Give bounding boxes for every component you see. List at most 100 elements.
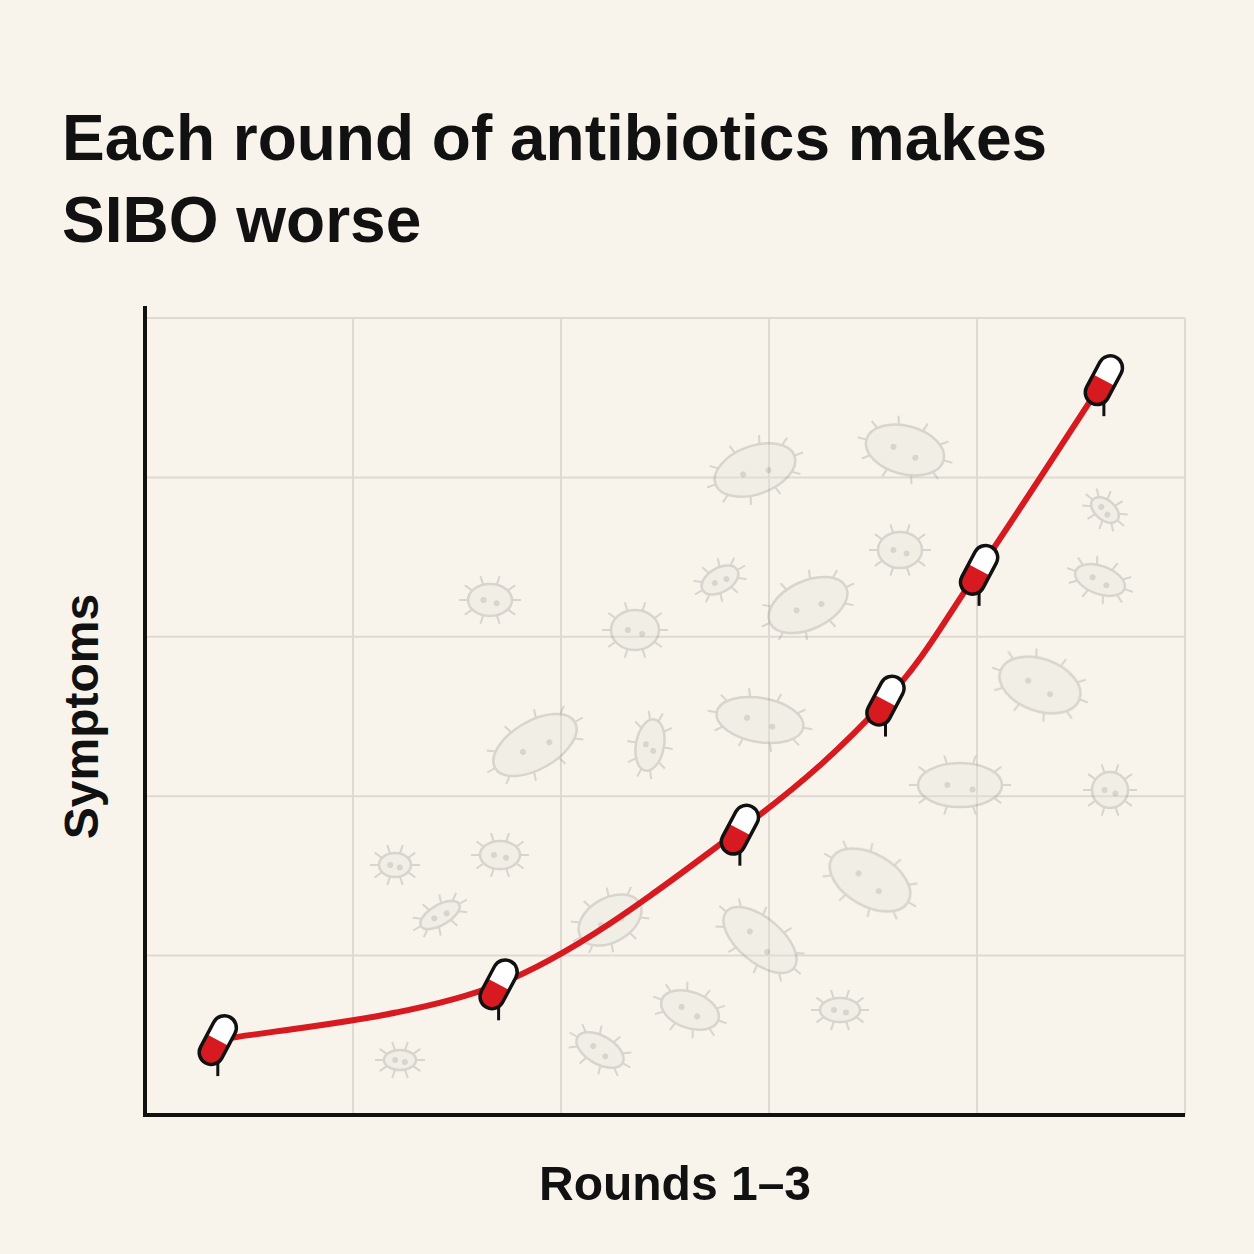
grid-line-x	[1184, 318, 1186, 1115]
bacterium-body	[632, 717, 669, 773]
pill	[476, 956, 522, 1013]
bacterium-spike	[465, 609, 472, 614]
bacterium-body	[760, 565, 856, 644]
bacterium-spike	[392, 1042, 395, 1051]
bacterium-dot	[817, 600, 825, 608]
bacterium-spike	[380, 1049, 387, 1054]
bacterium-body	[1086, 492, 1123, 528]
bacterium-body	[656, 983, 725, 1037]
bacterium-spike	[907, 567, 910, 576]
bacterium-dot	[1089, 573, 1097, 581]
grid-line-y	[145, 476, 1185, 478]
bacterium-body	[384, 1050, 416, 1070]
bacterium-body	[1092, 772, 1128, 808]
bacterium-spike	[922, 549, 931, 551]
bacterium-dot	[970, 786, 976, 792]
bacterium-spike	[625, 649, 628, 658]
bacterium-dot	[589, 1042, 597, 1050]
bacterium-spike	[400, 876, 403, 885]
title-line: SIBO worse	[62, 184, 421, 256]
bacterium-spike	[664, 747, 673, 749]
pill-top	[1081, 352, 1127, 409]
bacterium-spike	[944, 756, 947, 765]
bacterium-dot	[1097, 503, 1105, 511]
bacterium-spike	[477, 863, 484, 868]
grid-line-x	[976, 318, 978, 1115]
grid-line-y	[145, 795, 1185, 797]
bacterium-spike	[846, 990, 849, 999]
bacterium-dot	[890, 547, 896, 553]
bacterium-dot	[642, 741, 649, 748]
bacterium-spike	[642, 602, 645, 611]
bacterium-dot	[397, 864, 403, 870]
bacterium-spike	[1117, 520, 1124, 526]
bacterium-dot	[650, 747, 657, 754]
bacterium-spike	[659, 629, 668, 631]
bacterium	[459, 576, 521, 624]
bacterium-spike	[794, 453, 802, 456]
bacterium-spike	[803, 728, 812, 730]
bacterium-spike	[654, 642, 661, 647]
bacterium-dot	[494, 600, 500, 606]
bacterium-dot	[387, 862, 393, 868]
bacterium-spike	[846, 583, 854, 587]
line	[218, 380, 1104, 1040]
bacterium-body	[860, 416, 950, 483]
bacterium-spike	[392, 1070, 395, 1079]
bacterium-spike	[405, 1042, 408, 1051]
bacterium-spike	[506, 833, 509, 842]
grid-line-y	[145, 636, 1185, 638]
title-line: Each round of antibiotics makes	[62, 102, 1047, 174]
bacterium	[811, 990, 869, 1030]
pill-outline	[956, 541, 1002, 598]
bacterium-body	[379, 853, 411, 877]
bacterium-body	[712, 895, 808, 985]
bacterium-spike	[575, 718, 583, 723]
bacterium-spike	[413, 926, 421, 931]
bacterium-spike	[1116, 764, 1119, 773]
bacterium-spike	[748, 688, 752, 697]
bacterium	[909, 756, 1011, 815]
bacterium-spike	[846, 1021, 849, 1030]
bacterium-spike	[1116, 807, 1119, 816]
bacterium-spike	[487, 768, 495, 773]
pill-marker	[195, 1011, 241, 1076]
bacterium-spike	[480, 576, 483, 585]
bacterium-body	[480, 841, 520, 869]
bacterium-spike	[858, 437, 867, 439]
bacterium-spike	[387, 845, 390, 854]
bacterium-dot	[765, 466, 773, 474]
bacterium	[700, 883, 819, 996]
bacterium-spike	[708, 711, 717, 713]
bacterium-dot	[639, 631, 645, 637]
pill-top	[863, 672, 909, 729]
bacterium-spike	[973, 806, 976, 815]
grid-line-x	[352, 318, 354, 1115]
bacterium-spike	[737, 566, 745, 571]
grid-line-y	[145, 317, 1185, 319]
bacterium	[622, 708, 679, 782]
bacterium-dot	[769, 723, 776, 730]
bacterium-spike	[370, 864, 379, 866]
bacterium	[645, 973, 736, 1048]
bacterium-spike	[875, 561, 882, 566]
bacterium-spike	[642, 649, 645, 658]
bacterium-spike	[400, 845, 403, 854]
bacterium-dot	[1103, 510, 1111, 518]
bacterium-spike	[375, 1059, 384, 1061]
bacterium-body	[713, 691, 807, 750]
bacterium-body	[992, 646, 1089, 724]
bacterium-spike	[471, 854, 480, 856]
bacterium-spike	[918, 561, 925, 566]
bacterium-dot	[831, 1007, 837, 1013]
bacterium-spike	[817, 998, 824, 1003]
bacterium-body	[570, 1025, 629, 1075]
bacterium-dot	[392, 1057, 398, 1063]
bacterium	[370, 845, 420, 885]
pill-top	[717, 801, 763, 858]
bacterium-spike	[491, 868, 494, 877]
bacterium-dot	[519, 748, 527, 756]
bacterium-spike	[1086, 494, 1093, 500]
bacterium-spike	[1102, 764, 1105, 773]
pill	[1081, 352, 1127, 409]
